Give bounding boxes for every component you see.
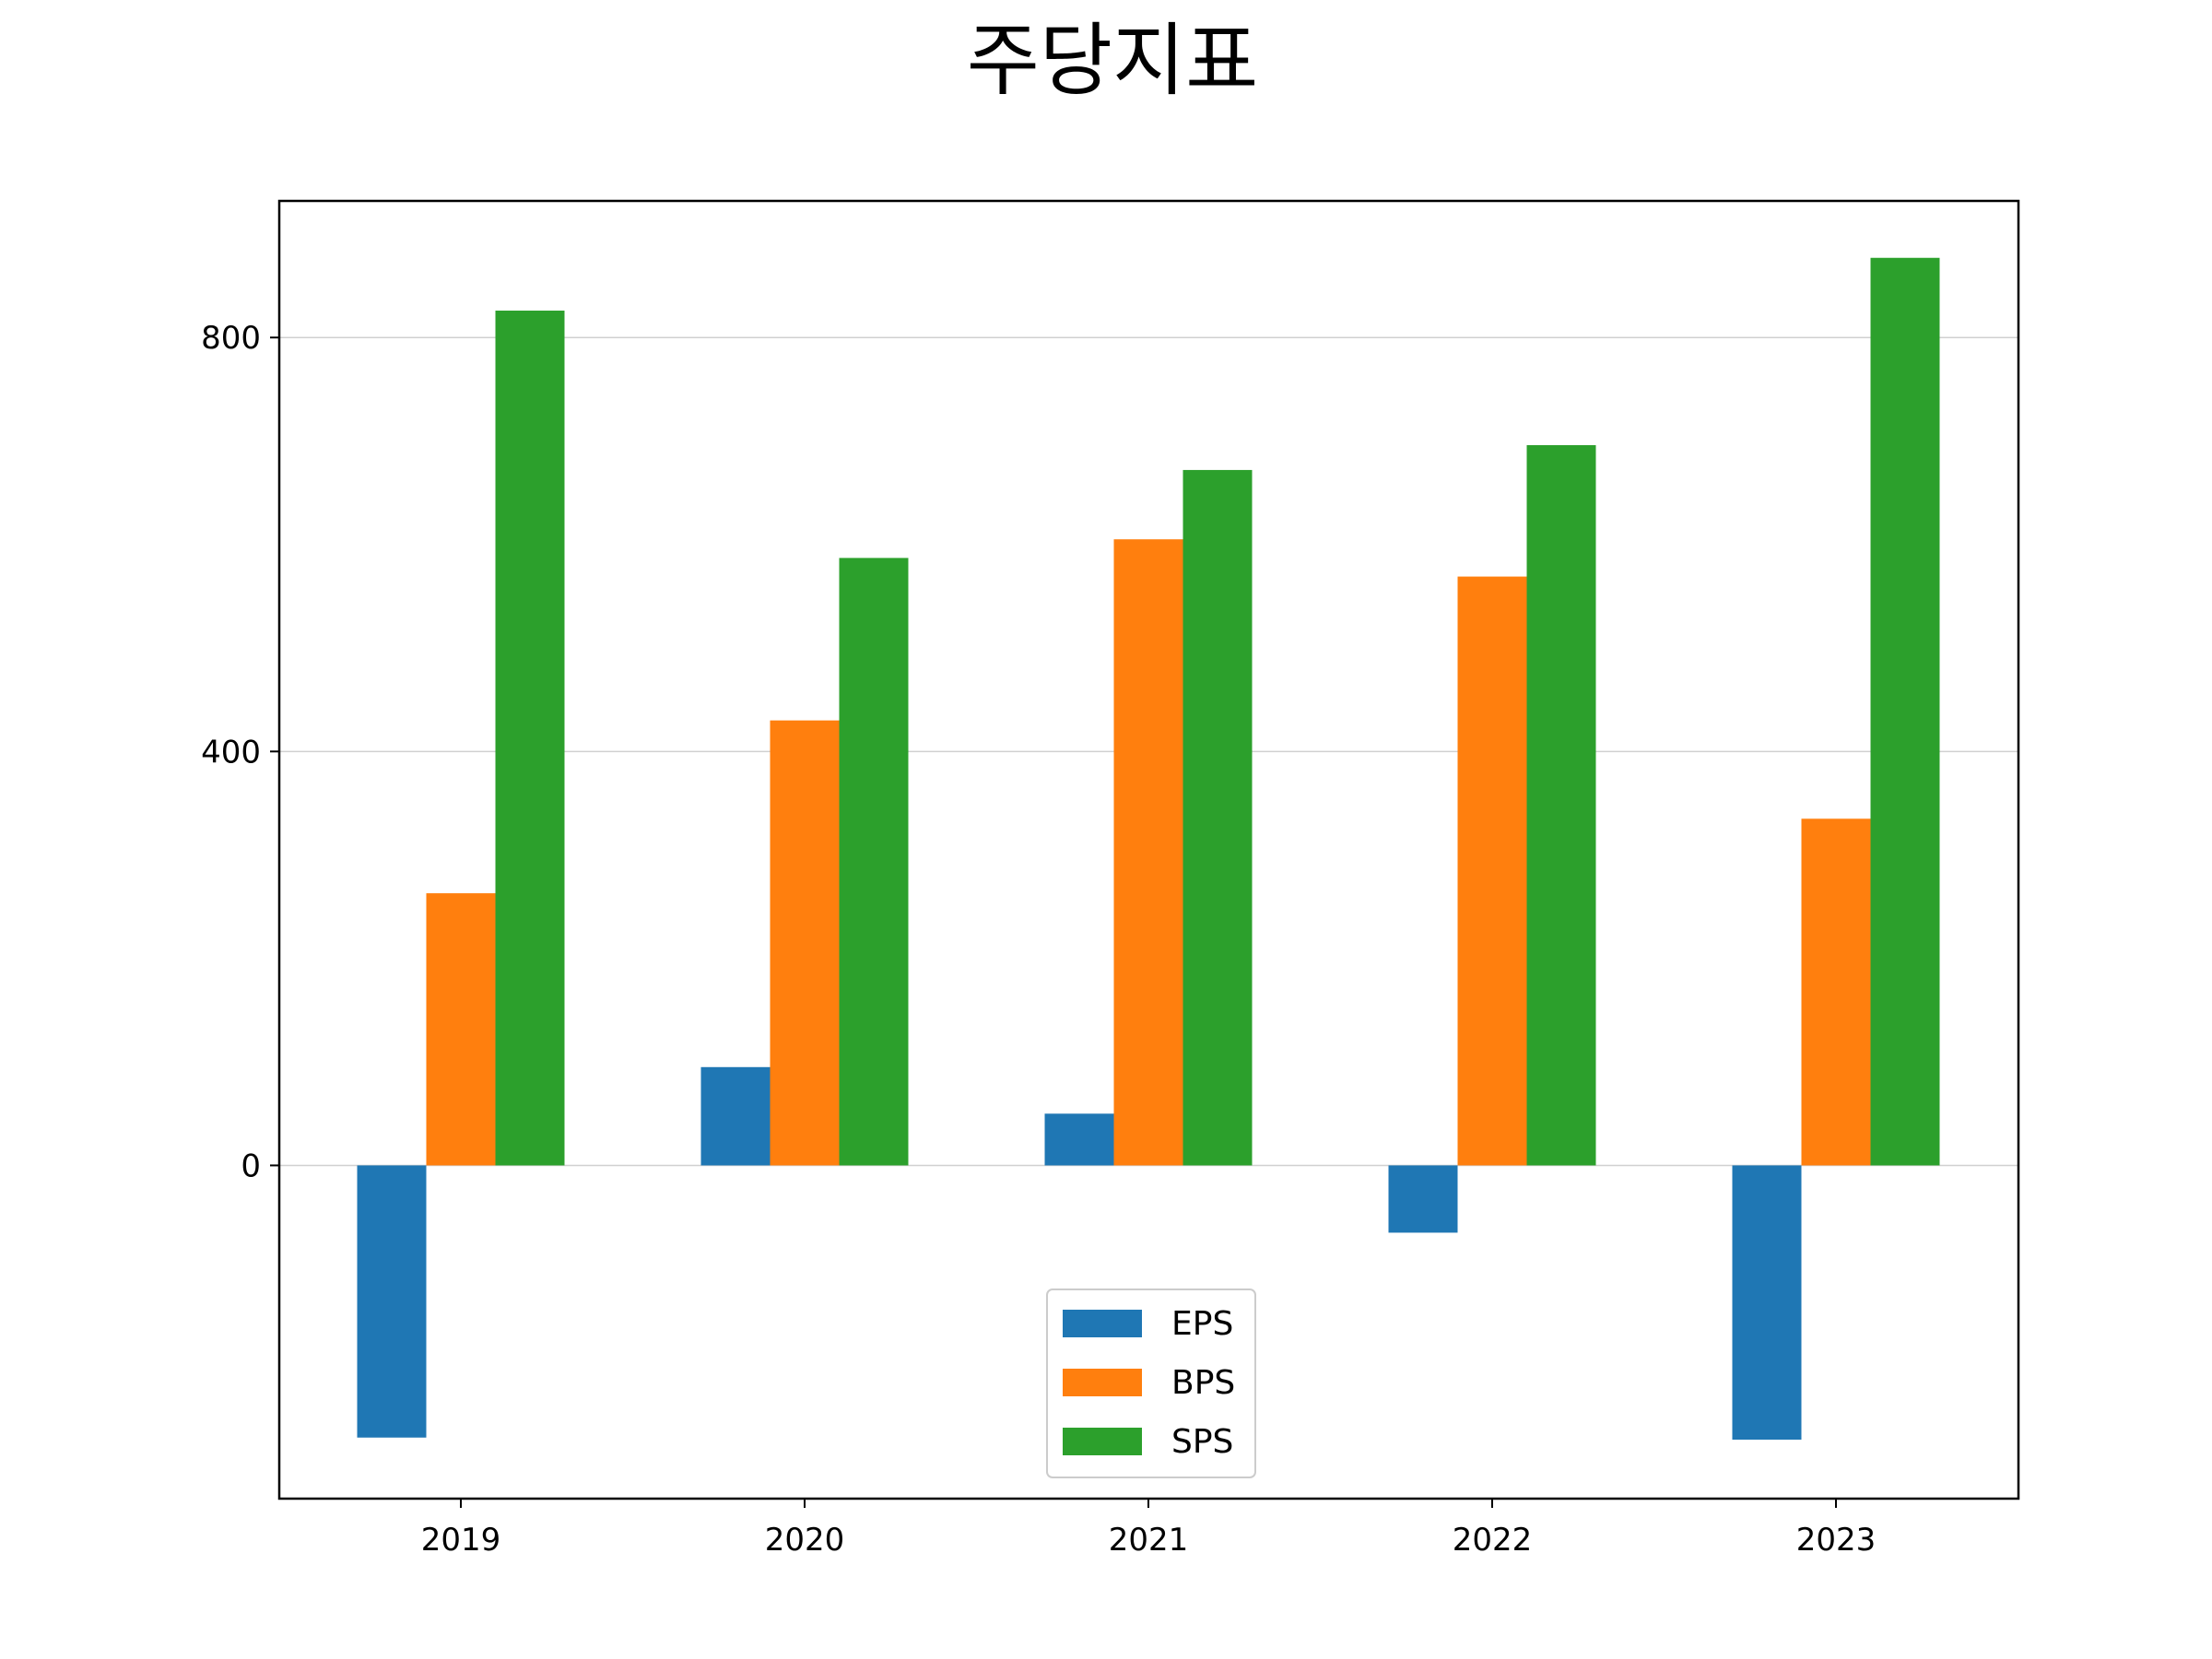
chart-title: 주당지표	[967, 15, 1258, 107]
x-tick-label: 2022	[1453, 1522, 1533, 1559]
bar-eps-2019	[357, 1165, 427, 1438]
x-tick-label: 2023	[1796, 1522, 1877, 1559]
bar-sps-2021	[1182, 469, 1253, 1166]
y-tick-label: 0	[241, 1147, 261, 1184]
y-tick-label: 400	[201, 734, 261, 771]
bar-sps-2019	[495, 311, 565, 1166]
legend-swatch-eps	[1063, 1310, 1142, 1337]
y-axis: 0 400 800	[201, 320, 279, 1184]
bar-eps-2021	[1044, 1113, 1114, 1166]
legend-label-sps: SPS	[1171, 1423, 1233, 1461]
bar-bps-2020	[770, 720, 840, 1166]
legend-label-bps: BPS	[1171, 1364, 1235, 1402]
legend: EPS BPS SPS	[1046, 1288, 1256, 1478]
bar-eps-2022	[1388, 1165, 1458, 1233]
bar-eps-2023	[1732, 1165, 1802, 1440]
y-tick-label: 800	[201, 320, 261, 357]
legend-label-eps: EPS	[1171, 1305, 1233, 1343]
x-tick-label: 2021	[1109, 1522, 1189, 1559]
bar-bps-2019	[426, 893, 496, 1166]
bar-sps-2020	[839, 558, 909, 1166]
legend-swatch-bps	[1063, 1369, 1142, 1396]
bar-bps-2022	[1457, 576, 1527, 1166]
bar-eps-2020	[700, 1066, 771, 1166]
x-tick-label: 2019	[421, 1522, 501, 1559]
bars	[357, 257, 1940, 1440]
x-axis: 2019 2020 2021 2022 2023	[421, 1499, 1877, 1559]
legend-swatch-sps	[1063, 1428, 1142, 1455]
bar-sps-2023	[1870, 257, 1940, 1166]
x-tick-label: 2020	[765, 1522, 845, 1559]
bar-bps-2021	[1113, 539, 1183, 1166]
bar-bps-2023	[1801, 818, 1871, 1166]
bar-sps-2022	[1526, 444, 1596, 1166]
